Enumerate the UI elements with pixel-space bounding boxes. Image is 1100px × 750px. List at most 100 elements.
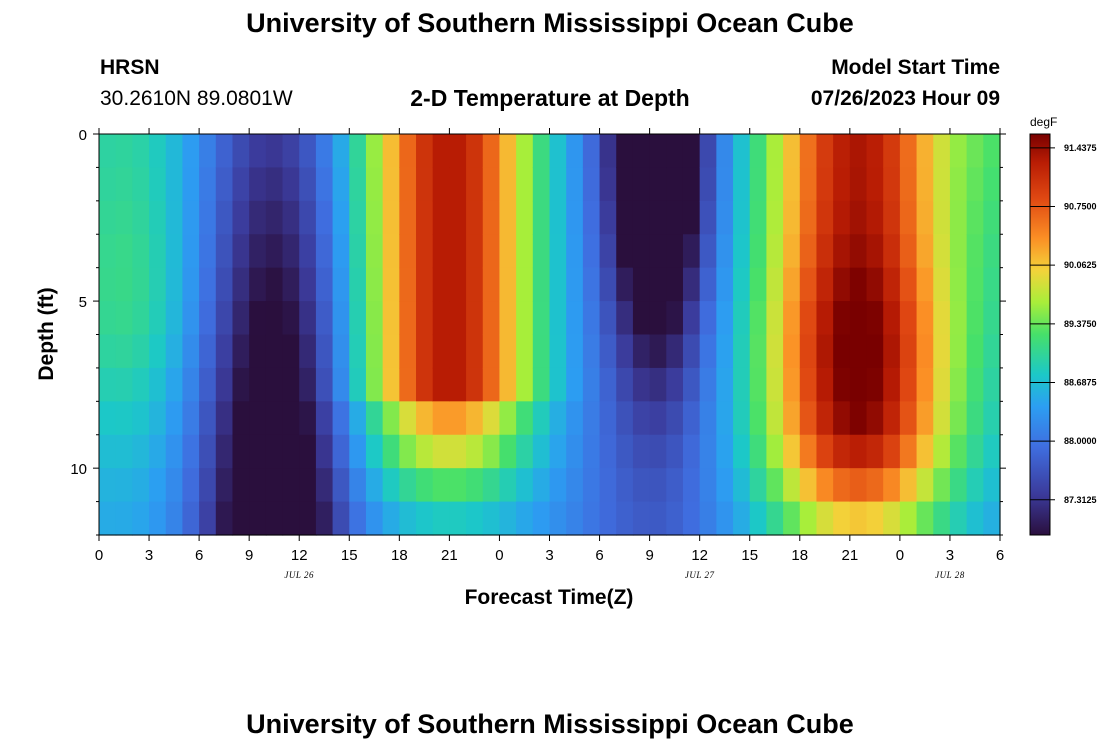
heatmap-cell [849,401,868,436]
heatmap-cell [265,301,284,336]
y-tick-label: 5 [79,294,87,311]
heatmap-cell [549,334,567,369]
heatmap-cell [399,468,417,503]
heatmap-cell [566,501,584,536]
heatmap-cell [866,134,884,169]
heatmap-cell [699,267,717,302]
heatmap-cell [265,468,284,503]
heatmap-cell [599,267,617,302]
heatmap-cell [149,468,167,503]
heatmap-cell [933,167,951,202]
heatmap-cell [516,401,534,436]
heatmap-cell [332,267,350,302]
heatmap-cell [249,200,267,235]
heatmap-cell [299,468,317,503]
heatmap-cell [933,501,951,536]
heatmap-cell [299,401,317,436]
heatmap-cell [899,234,918,269]
heatmap-cell [599,167,617,202]
date-label: JUL 27 [685,570,715,580]
heatmap-cell [132,367,150,402]
heatmap-cell [949,334,968,369]
heatmap-cell [599,334,617,369]
heatmap-cell [516,434,534,469]
heatmap-cell [733,367,751,402]
x-tick-label: 3 [946,547,954,564]
heatmap-cell [449,267,467,302]
heatmap-cell [132,301,150,336]
heatmap-cell [232,367,250,402]
heatmap-cell [699,434,717,469]
heatmap-cell [449,234,467,269]
heatmap-cell [699,367,717,402]
heatmap-cell [516,367,534,402]
heatmap-cell [365,401,384,436]
heatmap-cell [332,301,350,336]
station-name: HRSN [100,56,160,79]
heatmap-cell [449,401,467,436]
heatmap-cell [482,401,501,436]
heatmap-cell [682,267,701,302]
heatmap-cell [249,134,267,169]
heatmap-cell [132,468,150,503]
heatmap-cell [516,334,534,369]
heatmap-cell [582,367,601,402]
heatmap-cell [232,301,250,336]
heatmap-cell [916,301,934,336]
heatmap-cell [299,301,317,336]
heatmap-cell [649,434,667,469]
heatmap-cell [365,434,384,469]
heatmap-cell [315,267,334,302]
heatmap-cell [632,167,651,202]
heatmap-cell [532,234,551,269]
heatmap-cell [265,334,284,369]
heatmap-cell [799,301,818,336]
heatmap-cell [766,334,784,369]
heatmap-cell [666,234,684,269]
heatmap-cell [482,434,501,469]
heatmap-cell [783,468,801,503]
heatmap-cell [799,401,818,436]
x-axis: 0 3 6 9 12 15 18 21 0 3 6 9 12 15 18 21 0 3 6 JUL 26 JUL 27 J… [95,128,1004,580]
heatmap-cell [733,434,751,469]
x-tick-label: 18 [391,547,408,564]
heatmap-cell [115,134,133,169]
heatmap-cell [849,200,868,235]
heatmap-cell [149,367,167,402]
heatmap-cell [816,401,834,436]
heatmap-cell [432,367,450,402]
heatmap-cell [165,501,184,536]
heatmap-cell [349,367,367,402]
heatmap-cell [282,200,300,235]
heatmap-cell [733,334,751,369]
heatmap-cell [299,200,317,235]
heatmap-cell [883,234,901,269]
heatmap-cell [382,501,400,536]
heatmap-cell [983,301,1001,336]
heatmap-cell [382,267,400,302]
heatmap-cell [315,434,334,469]
heatmap-cell [949,367,968,402]
heatmap-cell [382,167,400,202]
heatmap-cell [149,334,167,369]
station-coords: 30.2610N 89.0801W [100,87,293,110]
heatmap-cell [265,434,284,469]
heatmap-cell [265,234,284,269]
heatmap-cell [949,267,968,302]
heatmap-cell [799,134,818,169]
heatmap-cell [849,167,868,202]
heatmap-cell [582,301,601,336]
heatmap-cell [516,134,534,169]
heatmap-cell [966,167,984,202]
heatmap-cell [482,301,501,336]
heatmap-cell [966,367,984,402]
heatmap-cell [516,167,534,202]
heatmap-cell [632,468,651,503]
chart-title-top: University of Southern Mississippi Ocean… [246,8,854,38]
heatmap-cell [265,200,284,235]
heatmap-cell [115,367,133,402]
heatmap-cell [99,167,117,202]
heatmap-cell [232,401,250,436]
heatmap-cell [833,401,851,436]
y-axis-title: Depth (ft) [35,287,58,380]
